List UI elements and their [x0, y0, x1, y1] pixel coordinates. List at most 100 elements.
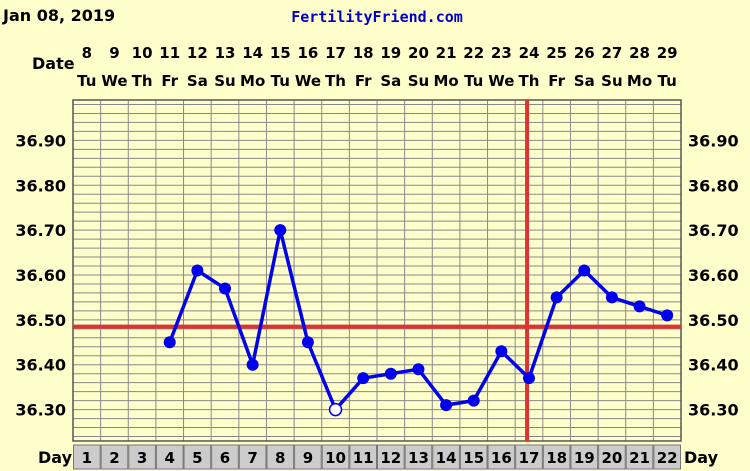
date-label: 8	[82, 44, 92, 62]
weekday-label: Th	[132, 72, 153, 90]
day-row-label: Day	[38, 448, 73, 467]
series-point	[357, 372, 370, 385]
weekday-label: Su	[408, 72, 429, 90]
day-number: 1	[82, 449, 92, 467]
y-tick-label-right: 36.80	[688, 176, 739, 195]
day-number: 2	[109, 449, 119, 467]
weekday-label: Fr	[355, 72, 372, 90]
weekday-label: Fr	[548, 72, 565, 90]
day-cell	[598, 444, 626, 470]
day-cell	[404, 444, 433, 470]
y-tick-label: 36.90	[15, 131, 66, 150]
series-point	[495, 345, 508, 358]
day-cell	[238, 444, 267, 470]
weekday-label: Tu	[464, 72, 483, 90]
series-segment	[168, 269, 199, 343]
day-cell	[653, 444, 682, 470]
day-number: 19	[574, 449, 595, 467]
day-cell	[515, 444, 543, 470]
weekday-label: Th	[325, 72, 346, 90]
y-tick-label-right: 36.90	[688, 131, 739, 150]
y-tick-label-right: 36.70	[688, 221, 739, 240]
day-cell	[487, 444, 516, 470]
day-cell	[432, 444, 460, 470]
day-cell	[377, 444, 405, 470]
y-axis-left: 36.90 36.80 36.70 36.60 36.50 36.40 36.30	[15, 131, 66, 419]
day-number: 6	[220, 449, 230, 467]
date-label: 13	[215, 44, 236, 62]
date-label: 23	[491, 44, 512, 62]
day-cell	[128, 444, 156, 470]
series-segment	[278, 229, 310, 343]
y-tick-label-right: 36.30	[688, 401, 739, 420]
date-label: 10	[132, 44, 153, 62]
chart-date: Jan 08, 2019	[2, 6, 115, 25]
day-cell	[294, 444, 322, 470]
weekday-label: Tu	[77, 72, 96, 90]
temperature-series	[163, 224, 674, 417]
day-number: 9	[303, 449, 313, 467]
day-number: 7	[247, 449, 257, 467]
series-point	[633, 300, 646, 313]
weekday-label: Su	[601, 72, 622, 90]
day-cell	[321, 444, 350, 470]
y-tick-label: 36.70	[15, 221, 66, 240]
day-number: 10	[325, 449, 346, 467]
series-point	[301, 336, 314, 349]
series-point	[467, 394, 480, 407]
weekday-label: We	[488, 72, 514, 90]
y-tick-label: 36.40	[15, 356, 66, 375]
series-point	[605, 291, 618, 304]
date-label: 11	[159, 44, 180, 62]
day-row-label-right: Day	[684, 448, 719, 467]
series-segment	[250, 229, 282, 366]
weekday-label: Fr	[161, 72, 178, 90]
series-point	[163, 336, 176, 349]
series-point	[661, 309, 674, 322]
weekday-label: Mo	[433, 72, 458, 90]
weekday-label: Sa	[187, 72, 208, 90]
date-row-label: Date	[32, 54, 75, 73]
series-point	[440, 399, 453, 412]
day-number: 11	[353, 449, 374, 467]
day-number: 14	[436, 449, 457, 467]
day-number: 18	[546, 449, 567, 467]
day-cell	[266, 444, 295, 470]
date-label: 22	[463, 44, 484, 62]
date-label: 17	[325, 44, 346, 62]
day-cell	[155, 444, 184, 470]
series-segment	[555, 269, 586, 299]
series-point	[219, 282, 231, 295]
weekday-label: Tu	[658, 72, 677, 90]
day-cell	[349, 444, 378, 470]
date-label: 9	[109, 44, 119, 62]
weekday-label: Sa	[574, 72, 595, 90]
date-label: 12	[187, 44, 208, 62]
y-tick-label: 36.80	[15, 176, 66, 195]
day-number: 5	[192, 449, 202, 467]
day-number: 22	[657, 449, 678, 467]
day-number: 12	[380, 449, 401, 467]
date-label: 18	[353, 44, 374, 62]
series-segment	[334, 377, 365, 411]
weekday-label: Tu	[271, 72, 290, 90]
weekday-label: Th	[519, 72, 540, 90]
day-number: 20	[601, 449, 622, 467]
day-cell	[625, 444, 654, 470]
series-point	[412, 363, 425, 376]
weekday-label: We	[101, 72, 127, 90]
date-label: 24	[519, 44, 540, 62]
date-label: 26	[574, 44, 595, 62]
y-axis-right: 36.90 36.80 36.70 36.60 36.50 36.40 36.30	[688, 131, 739, 419]
day-cells: 1 2 3 4 5 6 7 8 9 10 11 12 13 14 15 16 17 18 19 20 21 22	[73, 444, 682, 470]
day-cell	[73, 444, 101, 470]
day-number: 17	[519, 449, 540, 467]
chart-grid	[72, 99, 682, 442]
date-label: 15	[270, 44, 291, 62]
y-tick-label-right: 36.60	[688, 266, 739, 285]
plot-frame	[72, 99, 682, 442]
date-label: 16	[297, 44, 318, 62]
day-number: 13	[408, 449, 429, 467]
